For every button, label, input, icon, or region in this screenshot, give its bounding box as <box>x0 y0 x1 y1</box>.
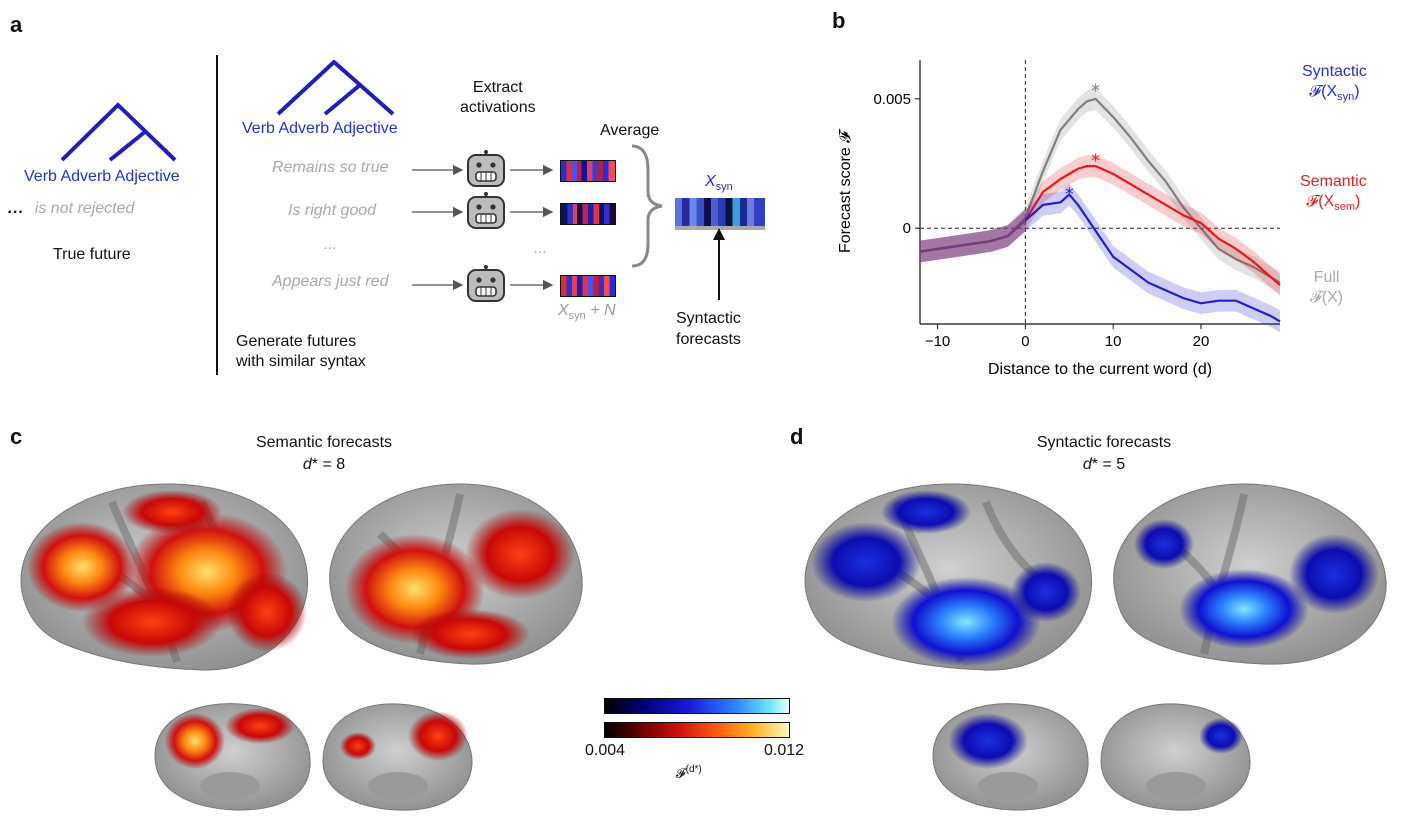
peak-star-full: * <box>1091 80 1100 101</box>
future-dots: ... <box>324 236 338 253</box>
extract-activations-label: Extract activations <box>460 79 536 116</box>
activation-vector <box>560 160 616 182</box>
tree-right-words: Verb Adverb Adjective <box>242 120 398 137</box>
panel-letter-a: a <box>10 12 23 37</box>
y-axis-label: Forecast score 𝓕 <box>837 128 854 253</box>
y-tick-label: 0.005 <box>873 91 911 108</box>
averaged-vector <box>675 198 765 230</box>
panel-a-divider <box>216 55 218 375</box>
xsyn-plus-n-label: Xsyn + N <box>558 302 616 323</box>
xsyn-label: Xsyn <box>705 173 733 194</box>
colorbar-min: 0.004 <box>585 742 626 759</box>
colorbar-max: 0.012 <box>764 742 805 759</box>
syntax-tree-right <box>276 60 395 116</box>
semantic-forecasts-title: Semantic forecasts d* = 8 <box>255 434 393 473</box>
peak-star-semantic: * <box>1091 150 1100 171</box>
syntactic-forecasts-label: Syntactic forecasts <box>676 310 741 348</box>
future-3: Appears just red <box>272 273 389 290</box>
panel-letter-b: b <box>832 8 846 33</box>
brain-left-lateral-syntactic <box>804 483 1093 671</box>
ci-band-full <box>920 87 1280 294</box>
continuation-line: ... is not rejected <box>8 200 135 217</box>
y-tick-label: 0 <box>903 220 911 237</box>
brain-right-medial-semantic <box>322 703 473 811</box>
ci-band-overlap <box>920 209 1026 263</box>
x-tick-label: 20 <box>1193 333 1210 350</box>
syntactic-forecasts-title: Syntactic forecasts d* = 5 <box>1036 434 1172 473</box>
series-line-semantic <box>919 165 1281 287</box>
x-axis-label: Distance to the current word (d) <box>988 361 1212 378</box>
ci-band-syntactic <box>920 183 1280 333</box>
colorbar-semantic <box>604 722 790 738</box>
brain-right-lateral-semantic <box>329 483 583 665</box>
brain-left-lateral-semantic <box>20 483 309 671</box>
activation-vector <box>560 275 616 297</box>
ci-band-semantic <box>920 155 1280 297</box>
series-line-overlap <box>919 219 1027 253</box>
x-tick-label: 10 <box>1105 333 1122 350</box>
colorbar-label: 𝓕(d*) <box>676 764 702 781</box>
panel-letter-d: d <box>790 424 804 449</box>
brain-right-lateral-syntactic <box>1113 483 1387 665</box>
true-future-label: True future <box>53 246 131 263</box>
legend-full: Full 𝓕(X) <box>1310 269 1344 306</box>
panel-letter-c: c <box>10 424 23 449</box>
language-model-robot-icon <box>467 192 505 229</box>
language-model-robot-icon <box>467 150 505 187</box>
syntax-trees <box>60 60 395 162</box>
up-arrow <box>713 228 725 300</box>
brain-left-medial-semantic <box>154 703 311 811</box>
future-1: Remains so true <box>272 159 389 176</box>
brain-left-medial-syntactic <box>932 703 1089 811</box>
colorbar-syntactic <box>604 698 790 714</box>
average-label: Average <box>600 122 660 139</box>
x-tick-label: 0 <box>1021 333 1029 350</box>
activation-vector <box>560 203 616 225</box>
tree-left-words: Verb Adverb Adjective <box>24 168 180 185</box>
language-model-robot-icon <box>467 265 505 302</box>
average-brace <box>631 144 663 268</box>
vector-dots: ... <box>534 240 548 257</box>
peak-star-syntactic: * <box>1065 184 1074 205</box>
x-tick-label: −10 <box>925 333 950 350</box>
legend-semantic: Semantic 𝓕(Xsem) <box>1300 173 1367 214</box>
legend-syntactic: Syntactic 𝓕(Xsyn) <box>1302 63 1367 104</box>
forecast-score-chart: −10 0 10 20 0 0.005 Distance to the current wo… <box>837 60 1281 378</box>
future-2: Is right good <box>288 202 377 219</box>
syntax-tree-left <box>60 102 177 162</box>
robot-arrows <box>412 164 554 291</box>
generate-futures-label: Generate futures with similar syntax <box>236 333 366 370</box>
brain-right-medial-syntactic <box>1100 703 1251 811</box>
